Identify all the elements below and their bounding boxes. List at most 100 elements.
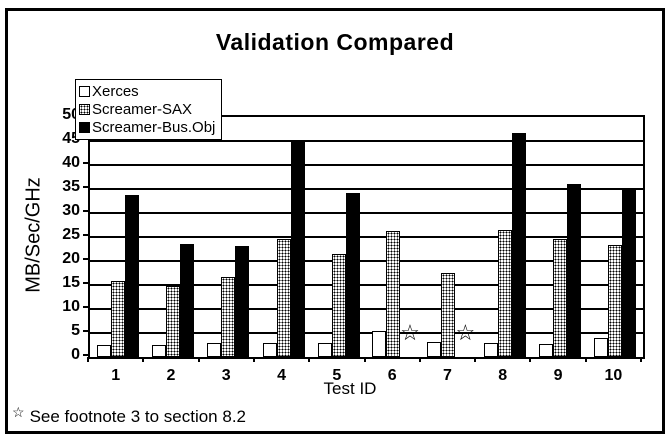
y-tick-label: 20 bbox=[62, 250, 80, 267]
bar-screamer-bus-obj bbox=[124, 195, 139, 357]
bar-screamer-bus-obj bbox=[622, 189, 637, 357]
bar-screamer-sax bbox=[441, 273, 456, 357]
y-tick-mark bbox=[83, 162, 89, 164]
bar-group bbox=[90, 117, 145, 357]
y-tick-label: 10 bbox=[62, 298, 80, 315]
y-tick-label: 25 bbox=[62, 226, 80, 243]
legend-marker-white bbox=[79, 85, 90, 97]
bar-screamer-sax bbox=[331, 254, 346, 357]
bar-group bbox=[311, 117, 366, 357]
legend-item: Screamer-SAX bbox=[79, 100, 215, 118]
x-tick-label: 1 bbox=[111, 367, 121, 384]
bar-xerces bbox=[483, 343, 498, 357]
bar-group bbox=[256, 117, 311, 357]
x-tick-label: 9 bbox=[553, 367, 563, 384]
x-axis-title: Test ID bbox=[323, 379, 377, 398]
gridline bbox=[90, 140, 643, 142]
star-icon: ☆ bbox=[455, 320, 476, 345]
footnote-text: See footnote 3 to section 8.2 bbox=[29, 407, 246, 426]
x-tick-label: 5 bbox=[332, 367, 342, 384]
plot-area: ☆ ☆ bbox=[88, 115, 645, 359]
bar-xerces bbox=[262, 343, 277, 357]
bar-screamer-sax bbox=[110, 281, 125, 357]
bar-xerces bbox=[539, 344, 554, 357]
footnote: ☆ See footnote 3 to section 8.2 bbox=[12, 404, 246, 427]
bar-screamer-sax bbox=[276, 239, 291, 357]
x-tick-mark bbox=[252, 357, 255, 362]
bar-xerces bbox=[317, 343, 332, 357]
x-tick-label: 7 bbox=[442, 367, 452, 384]
y-tick-mark bbox=[83, 306, 89, 308]
legend-item: Screamer-Bus.Obj bbox=[79, 118, 215, 136]
gridline bbox=[90, 188, 643, 190]
y-tick-label: 30 bbox=[62, 202, 80, 219]
bar-screamer-sax bbox=[553, 239, 568, 357]
x-tick-mark bbox=[418, 357, 421, 362]
legend-box: Xerces Screamer-SAX Screamer-Bus.Obj bbox=[75, 79, 223, 140]
y-tick-mark bbox=[83, 210, 89, 212]
legend-label: Xerces bbox=[92, 82, 139, 100]
y-tick-label: 35 bbox=[62, 178, 80, 195]
x-tick-mark bbox=[584, 357, 587, 362]
star-icon: ☆ bbox=[400, 320, 420, 345]
gridline bbox=[90, 260, 643, 262]
bar-xerces bbox=[96, 345, 111, 357]
x-tick-mark bbox=[640, 357, 642, 362]
x-tick-label: 8 bbox=[498, 367, 508, 384]
gridline bbox=[90, 308, 643, 310]
bar-group: ☆ bbox=[422, 117, 477, 357]
x-tick-label: 3 bbox=[221, 367, 231, 384]
y-tick-label: 5 bbox=[71, 322, 80, 339]
legend-label: Screamer-Bus.Obj bbox=[92, 118, 216, 136]
y-axis-title: MB/Sec/GHz bbox=[22, 177, 45, 293]
bar-xerces bbox=[207, 343, 222, 357]
legend-item: Xerces bbox=[79, 82, 215, 100]
x-tick-mark bbox=[529, 357, 532, 362]
gridline bbox=[90, 332, 643, 334]
x-tick-mark bbox=[87, 357, 89, 362]
chart-title: Validation Compared bbox=[215, 29, 455, 55]
y-tick-label: 15 bbox=[62, 274, 80, 291]
bar-group bbox=[532, 117, 587, 357]
x-tick-mark bbox=[474, 357, 477, 362]
x-tick-mark bbox=[142, 357, 145, 362]
bar-screamer-sax bbox=[497, 230, 512, 357]
x-tick-mark bbox=[197, 357, 200, 362]
x-tick-label: 4 bbox=[277, 367, 286, 384]
gridline bbox=[90, 164, 643, 166]
legend-marker-dots bbox=[79, 103, 90, 115]
bar-group bbox=[588, 117, 643, 357]
y-tick-mark bbox=[83, 234, 89, 236]
bar-screamer-bus-obj bbox=[235, 246, 250, 357]
bar-xerces bbox=[372, 331, 387, 357]
bar-screamer-sax bbox=[221, 277, 236, 357]
y-tick-mark bbox=[83, 186, 89, 188]
bar-screamer-sax bbox=[165, 286, 180, 357]
x-tick-label: 6 bbox=[387, 367, 397, 384]
x-tick-mark bbox=[363, 357, 366, 362]
y-tick-mark bbox=[83, 330, 89, 332]
y-tick-mark bbox=[83, 258, 89, 260]
bar-group bbox=[145, 117, 200, 357]
bar-screamer-sax bbox=[608, 245, 623, 357]
chart-frame: Validation Compared MB/Sec/GHz ☆ ☆ 0 5 10 15… bbox=[5, 8, 665, 434]
bar-xerces bbox=[151, 345, 166, 357]
x-tick-mark bbox=[308, 357, 311, 362]
legend-label: Screamer-SAX bbox=[92, 100, 193, 118]
bar-group: ☆ bbox=[367, 117, 422, 357]
bar-screamer-bus-obj bbox=[345, 193, 360, 357]
bar-group bbox=[477, 117, 532, 357]
gridline bbox=[90, 284, 643, 286]
legend-marker-black bbox=[79, 121, 90, 133]
y-tick-label: 40 bbox=[62, 154, 80, 171]
x-tick-label: 2 bbox=[166, 367, 176, 384]
bar-screamer-bus-obj bbox=[567, 184, 582, 357]
bar-screamer-bus-obj bbox=[290, 142, 305, 357]
bar-xerces bbox=[427, 342, 442, 357]
bar-screamer-sax bbox=[386, 231, 401, 357]
star-icon: ☆ bbox=[12, 404, 25, 420]
bar-screamer-bus-obj bbox=[179, 244, 194, 357]
bar-xerces bbox=[594, 338, 609, 357]
gridline bbox=[90, 236, 643, 238]
